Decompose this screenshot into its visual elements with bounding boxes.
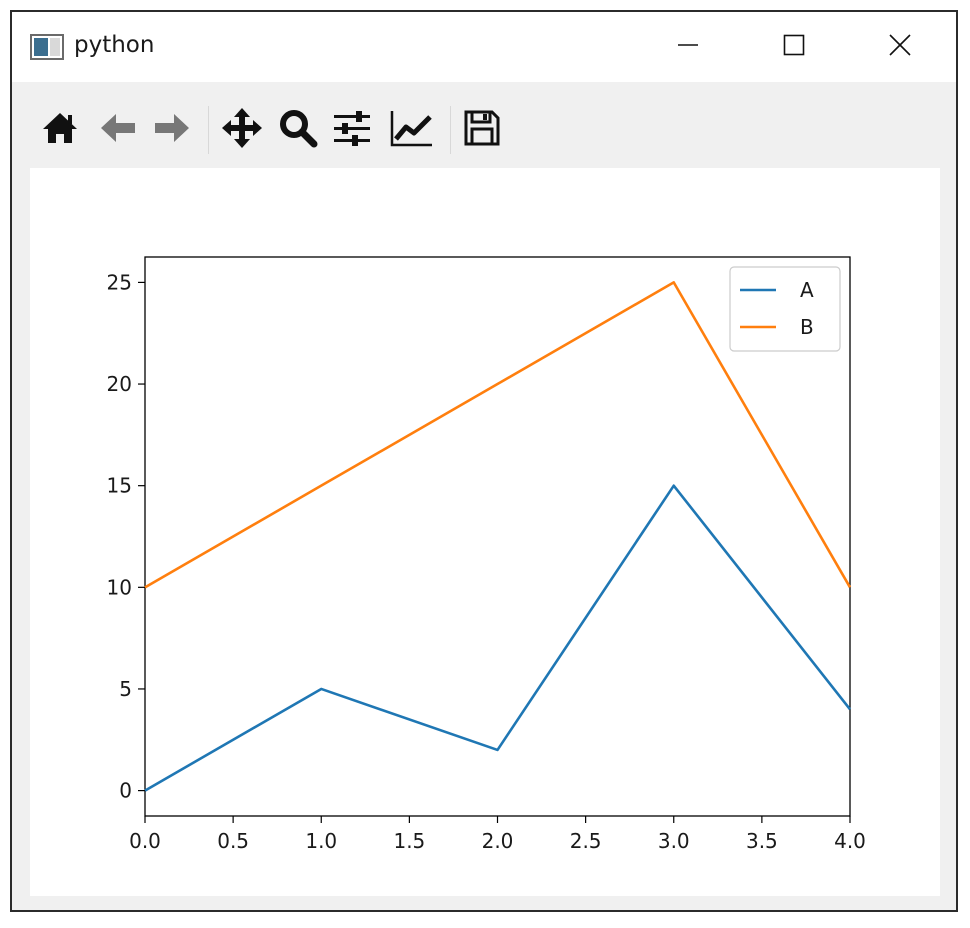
save-icon (463, 109, 501, 151)
legend-box (729, 266, 841, 352)
maximize-button[interactable] (758, 24, 830, 70)
configure-subplots-button[interactable] (330, 108, 374, 152)
back-arrow-icon (99, 111, 137, 149)
legend-label-b: B (800, 315, 814, 339)
pan-button[interactable] (220, 108, 264, 152)
window-title: python (74, 32, 155, 58)
series-line-a (144, 484, 852, 792)
title-bar[interactable]: python (12, 12, 956, 82)
zoom-icon (278, 108, 318, 152)
series-line-b (144, 281, 852, 589)
home-button[interactable] (38, 108, 82, 152)
close-icon (888, 33, 912, 61)
edit-axis-button[interactable] (390, 108, 434, 152)
edit-axis-icon (390, 109, 434, 151)
toolbar-separator (208, 106, 209, 154)
zoom-button[interactable] (276, 108, 320, 152)
home-icon (41, 111, 79, 149)
forward-arrow-icon (153, 111, 191, 149)
x-tick-label: 1.5 (393, 829, 425, 853)
forward-button[interactable] (150, 108, 194, 152)
y-tick-label: 10 (107, 575, 132, 599)
maximize-icon (783, 34, 805, 60)
y-tick-label: 20 (107, 372, 132, 396)
app-icon (30, 34, 64, 64)
figure-window: python (10, 10, 958, 912)
y-tick-label: 15 (107, 474, 132, 498)
x-tick-label: 1.0 (305, 829, 337, 853)
minimize-button[interactable] (652, 24, 724, 70)
y-tick-label: 0 (119, 779, 132, 803)
legend-label-a: A (800, 278, 814, 302)
x-tick-label: 0.0 (129, 829, 161, 853)
y-tick-label: 25 (107, 270, 132, 294)
back-button[interactable] (96, 108, 140, 152)
close-button[interactable] (864, 24, 936, 70)
configure-subplots-icon (332, 110, 372, 150)
x-tick-label: 0.5 (217, 829, 249, 853)
minimize-icon (677, 34, 699, 60)
toolbar-separator (450, 106, 451, 154)
x-tick-label: 2.5 (570, 829, 602, 853)
y-tick-label: 5 (119, 677, 132, 701)
x-tick-label: 2.0 (482, 829, 514, 853)
x-tick-label: 3.0 (658, 829, 690, 853)
pan-icon (222, 108, 262, 152)
figure-canvas[interactable]: 0.0 0.5 1.0 1.5 2.0 2.5 3.0 3.5 4.0 0 5 10 15 20 25 A B (30, 168, 940, 896)
line-chart: 0.0 0.5 1.0 1.5 2.0 2.5 3.0 3.5 4.0 0 5 10 15 20 25 AB (107, 256, 866, 853)
x-tick-label: 4.0 (834, 829, 866, 853)
x-tick-label: 3.5 (746, 829, 778, 853)
save-button[interactable] (460, 108, 504, 152)
